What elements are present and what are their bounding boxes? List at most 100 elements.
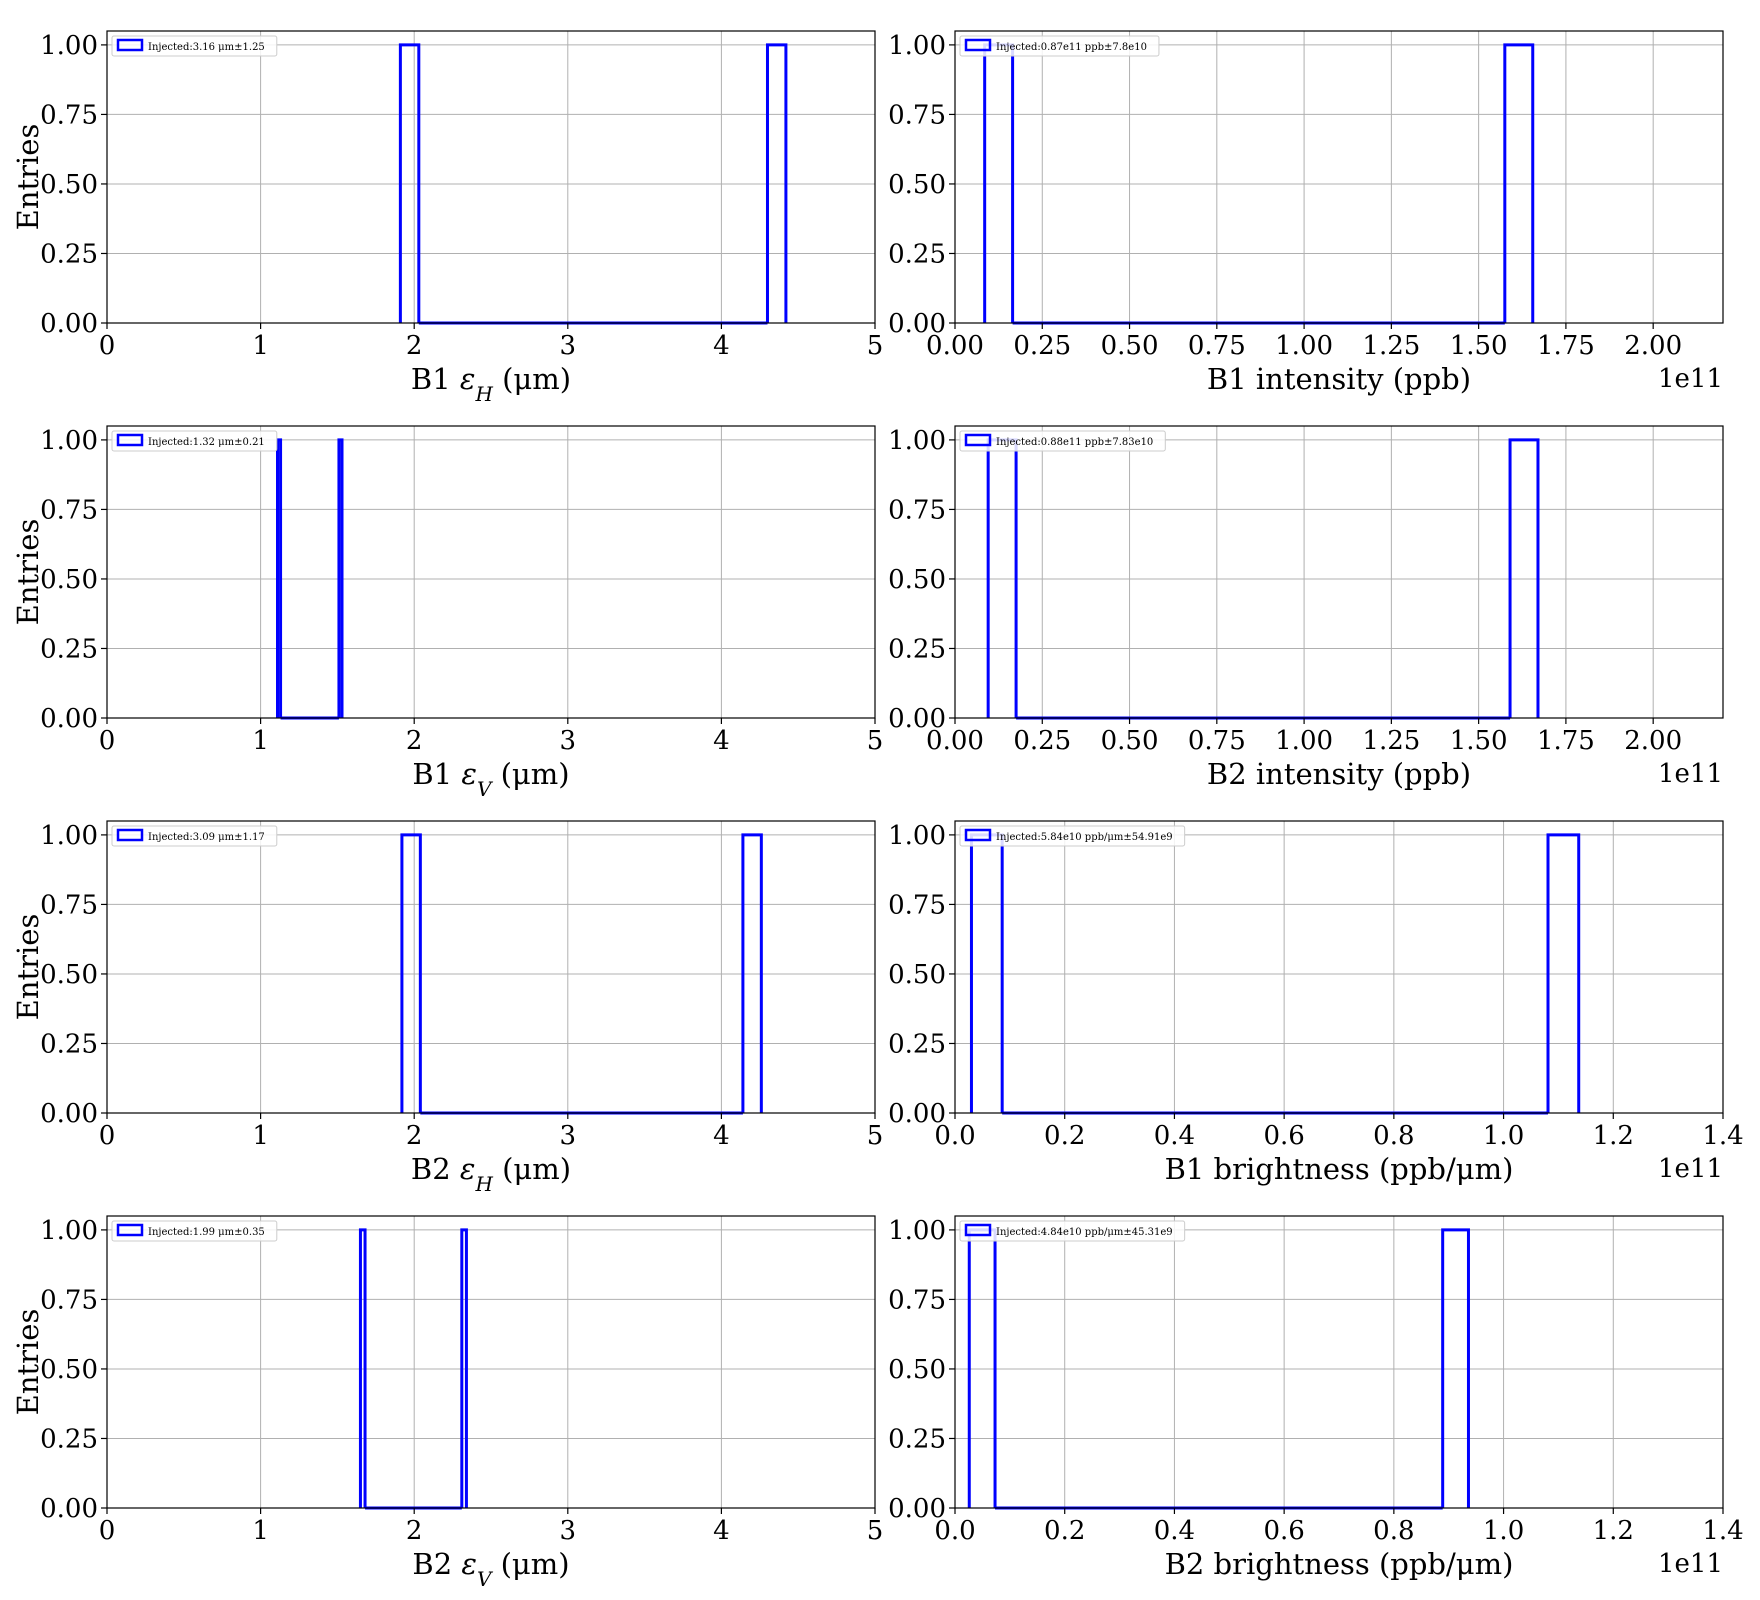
x-tick-label: 1.2 [1593, 1516, 1634, 1546]
x-offset-label: 1e11 [1658, 1549, 1723, 1579]
x-tick-label: 0 [99, 1516, 116, 1546]
histogram-bin [1508, 438, 1540, 718]
x-axis-label: B2 εH (μm) [411, 1152, 571, 1196]
x-axis-label: B1 εH (μm) [411, 362, 571, 406]
x-tick-label: 2 [406, 1516, 423, 1546]
y-tick-label: 0.50 [40, 565, 98, 595]
legend-box [111, 35, 278, 57]
legend: Injected:1.32 μm±0.21 [111, 430, 278, 452]
x-tick-label: 5 [867, 1516, 884, 1546]
y-tick-label: 1.00 [888, 821, 946, 851]
x-tick-label: 0.50 [1101, 331, 1159, 361]
y-tick-label: 1.00 [888, 426, 946, 456]
y-tick-label: 0.75 [888, 890, 946, 920]
y-tick-label: 0.75 [40, 1285, 98, 1315]
y-tick-label: 0.00 [888, 1099, 946, 1129]
x-axis-label: B1 intensity (ppb) [1207, 362, 1471, 396]
y-tick-label: 0.00 [40, 1494, 98, 1524]
x-tick-label: 2.00 [1624, 726, 1682, 756]
x-offset-label: 1e11 [1658, 1154, 1723, 1184]
x-tick-label: 3 [560, 1516, 577, 1546]
y-tick-label: 0.50 [888, 565, 946, 595]
x-tick-label: 0.8 [1373, 1121, 1414, 1151]
histogram-bin [1503, 43, 1535, 323]
x-axis-label: B1 brightness (ppb/μm) [1165, 1152, 1514, 1186]
y-tick-label: 0.00 [888, 704, 946, 734]
y-tick-label: 0.00 [888, 309, 946, 339]
histogram-bin [765, 43, 788, 323]
y-tick-label: 1.00 [888, 31, 946, 61]
legend-swatch [964, 1223, 992, 1237]
x-axis-label: B2 εV (μm) [412, 1547, 569, 1591]
y-tick-label: 0.00 [40, 704, 98, 734]
histogram-bin [358, 1228, 367, 1508]
legend-label: Injected:0.88e11 ppb±7.83e10 [996, 437, 1153, 448]
subplot-4: 0.00 0.25 0.50 0.75 1.00 1.25 1.50 1.75 2.00 0.00… [888, 425, 1724, 791]
x-tick-label: 0.50 [1101, 726, 1159, 756]
x-tick-label: 0.4 [1154, 1121, 1195, 1151]
x-tick-label: 1.00 [1275, 331, 1333, 361]
histogram-bin [741, 833, 763, 1113]
x-tick-label: 5 [867, 726, 884, 756]
legend: Injected:1.99 μm±0.35 [111, 1220, 278, 1242]
subplot-2: 0.00 0.25 0.50 0.75 1.00 1.25 1.50 1.75 2.00 0.00… [888, 30, 1724, 396]
x-tick-label: 0.2 [1044, 1121, 1085, 1151]
x-tick-label: 1.75 [1537, 331, 1595, 361]
x-tick-label: 1.25 [1362, 726, 1420, 756]
legend-label: Injected:3.09 μm±1.17 [148, 832, 265, 843]
y-tick-label: 1.00 [40, 821, 98, 851]
legend-box [111, 825, 278, 847]
y-tick-label: 1.00 [888, 1216, 946, 1246]
x-tick-label: 0 [99, 331, 116, 361]
legend-swatch [116, 433, 144, 447]
legend: Injected:0.87e11 ppb±7.8e10 [959, 35, 1160, 57]
x-tick-label: 1 [252, 1516, 269, 1546]
histogram-bin [1441, 1228, 1470, 1508]
subplot-3: 0 1 2 3 4 5 0.00 0.25 0.50 0.75 1.00 B1 εV (μm) Entr… [11, 425, 884, 801]
x-tick-label: 0.00 [926, 726, 984, 756]
y-tick-label: 0.50 [40, 170, 98, 200]
axes-frame [954, 30, 1724, 324]
y-tick-label: 0.75 [40, 100, 98, 130]
x-tick-label: 0.0 [934, 1516, 975, 1546]
x-offset-label: 1e11 [1658, 759, 1723, 789]
legend: Injected:5.84e10 ppb/μm±54.91e9 [959, 825, 1186, 847]
x-tick-label: 2 [406, 1121, 423, 1151]
x-tick-label: 0.75 [1188, 331, 1246, 361]
x-tick-label: 1.50 [1450, 331, 1508, 361]
x-tick-label: 1.4 [1702, 1121, 1743, 1151]
x-tick-label: 0.00 [926, 331, 984, 361]
legend: Injected:3.16 μm±1.25 [111, 35, 278, 57]
x-tick-label: 1 [252, 331, 269, 361]
subplot-5: 0 1 2 3 4 5 0.00 0.25 0.50 0.75 1.00 B2 εH (μm) Entr… [11, 820, 883, 1196]
x-tick-label: 0.0 [934, 1121, 975, 1151]
x-tick-label: 1.00 [1275, 726, 1333, 756]
y-tick-label: 0.25 [888, 634, 946, 664]
y-tick-label: 0.25 [888, 239, 946, 269]
x-offset-label: 1e11 [1658, 364, 1723, 394]
histogram-bin [400, 833, 422, 1113]
x-tick-label: 0.6 [1263, 1121, 1304, 1151]
x-tick-label: 0.4 [1154, 1516, 1195, 1546]
legend-label: Injected:5.84e10 ppb/μm±54.91e9 [996, 832, 1173, 843]
x-tick-label: 0.25 [1013, 726, 1071, 756]
histogram-bin [1546, 833, 1581, 1113]
legend-box [111, 1220, 278, 1242]
y-tick-label: 0.75 [40, 890, 98, 920]
legend-label: Injected:1.32 μm±0.21 [148, 437, 265, 448]
legend-box [959, 1220, 1186, 1242]
x-tick-label: 1.25 [1362, 331, 1420, 361]
axes-frame [954, 425, 1724, 719]
x-tick-label: 2 [406, 726, 423, 756]
x-tick-label: 1 [252, 726, 269, 756]
legend-label: Injected:4.84e10 ppb/μm±45.31e9 [996, 1227, 1173, 1238]
x-tick-label: 1 [252, 1121, 269, 1151]
x-tick-label: 1.0 [1483, 1121, 1524, 1151]
x-tick-label: 1.4 [1702, 1516, 1743, 1546]
histogram-bin [398, 43, 421, 323]
y-tick-label: 0.25 [40, 634, 98, 664]
legend-label: Injected:3.16 μm±1.25 [148, 42, 265, 53]
axes-frame [954, 820, 1724, 1114]
subplot-6: 0.0 0.2 0.4 0.6 0.8 1.0 1.2 1.4 0.00 0.25 0.50 0.75… [888, 820, 1744, 1186]
